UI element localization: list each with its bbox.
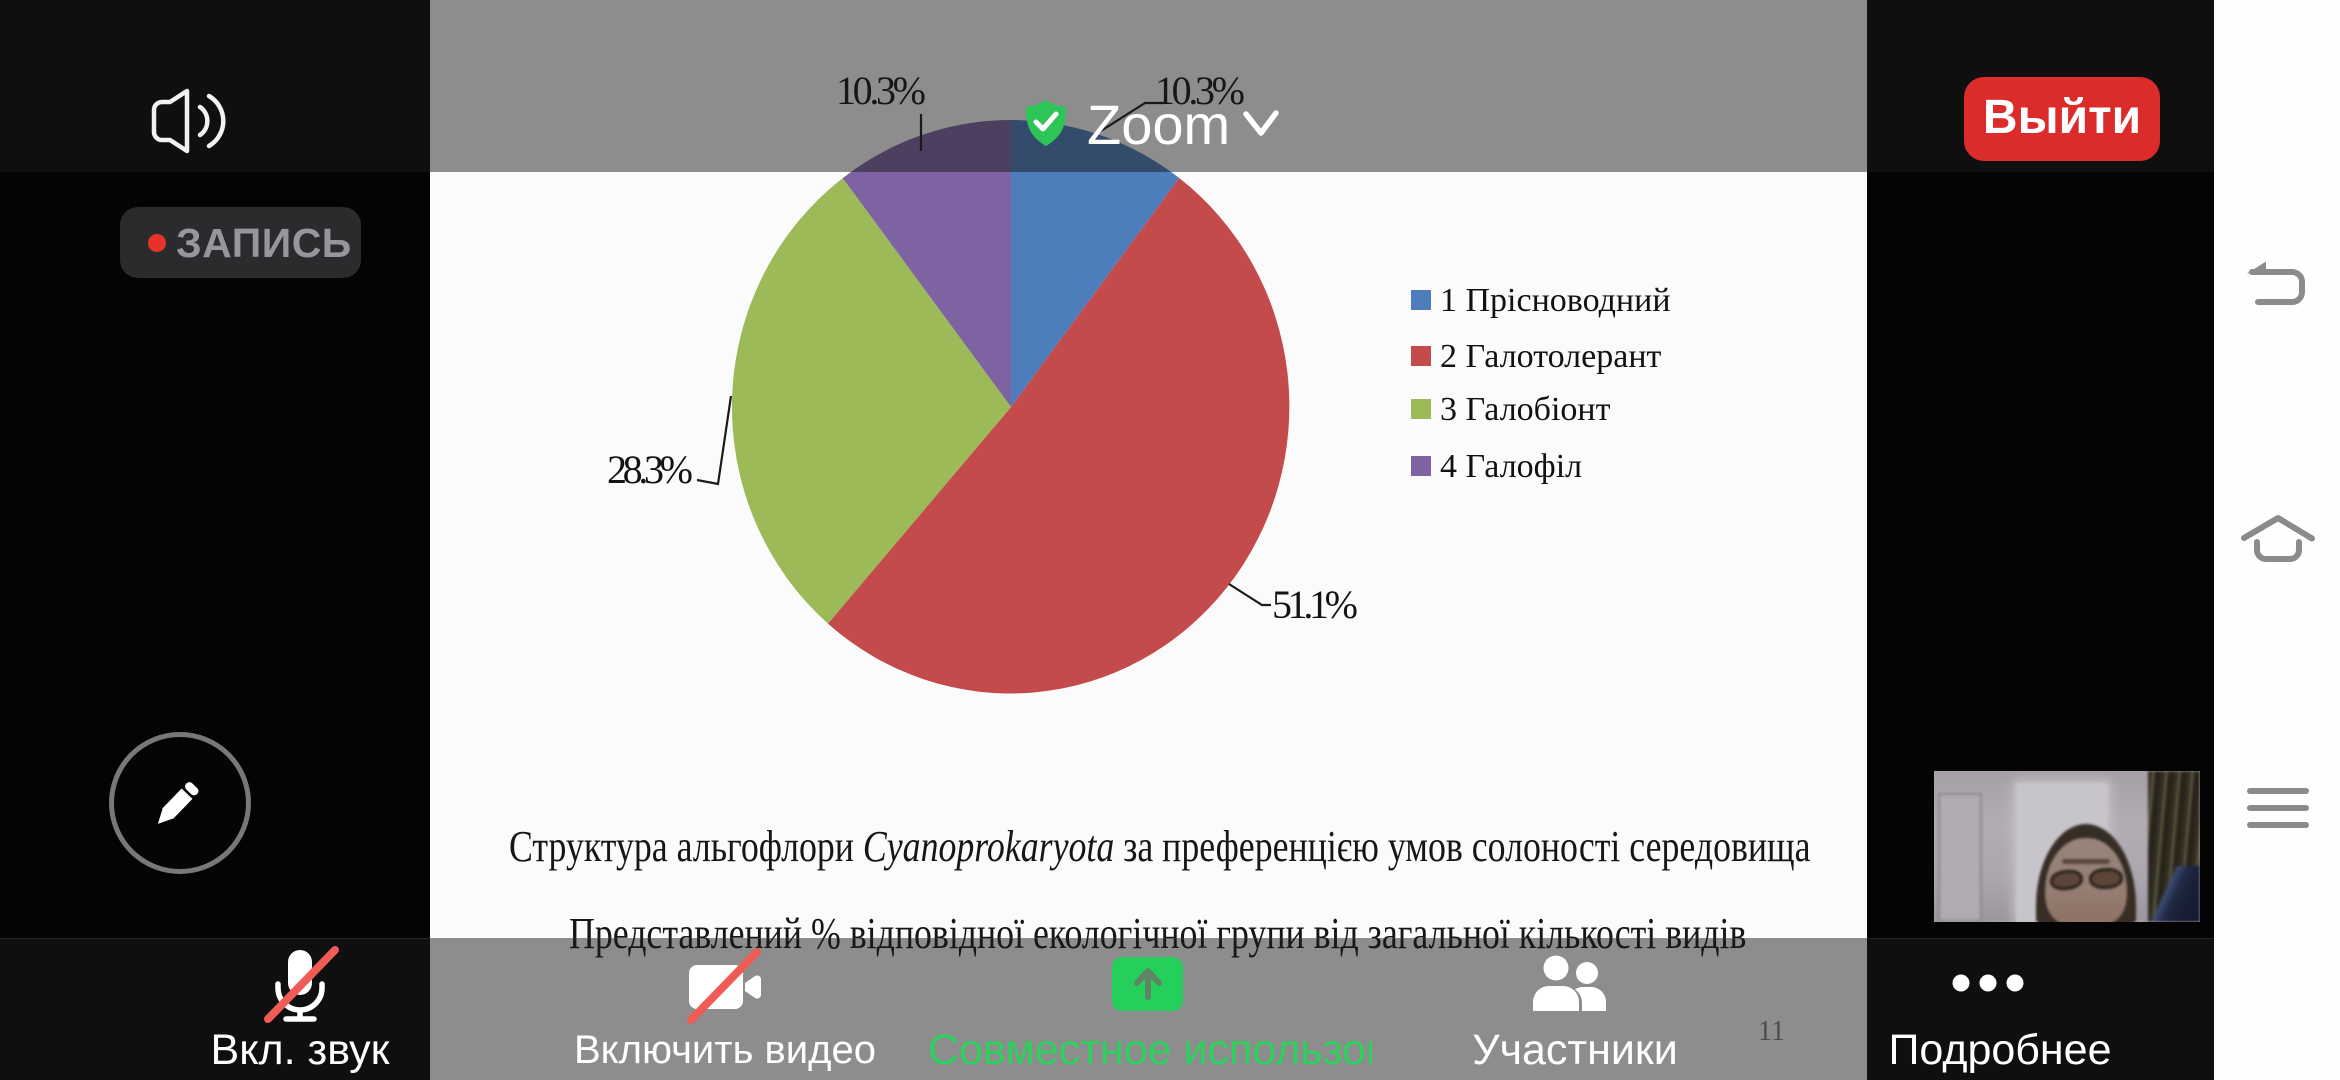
svg-text:2 Галотолерант: 2 Галотолерант (1440, 338, 1662, 375)
svg-text:3 Галобіонт: 3 Галобіонт (1440, 391, 1611, 428)
svg-text:10.3%: 10.3% (1155, 68, 1245, 113)
svg-text:11: 11 (1758, 1016, 1785, 1047)
svg-text:1 Прісноводний: 1 Прісноводний (1440, 282, 1671, 319)
svg-text:28.3%: 28.3% (607, 447, 693, 492)
svg-text:51.1%: 51.1% (1272, 582, 1358, 627)
svg-text:10.3%: 10.3% (836, 68, 926, 113)
svg-text:4 Галофіл: 4 Галофіл (1440, 448, 1582, 485)
